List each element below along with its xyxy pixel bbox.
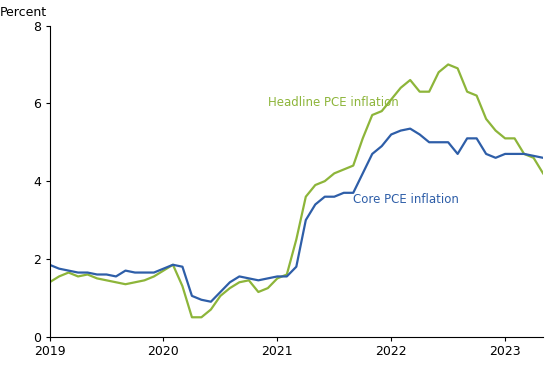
- Text: Core PCE inflation: Core PCE inflation: [353, 193, 459, 207]
- Text: Headline PCE inflation: Headline PCE inflation: [268, 96, 399, 109]
- Text: Percent: Percent: [0, 6, 47, 19]
